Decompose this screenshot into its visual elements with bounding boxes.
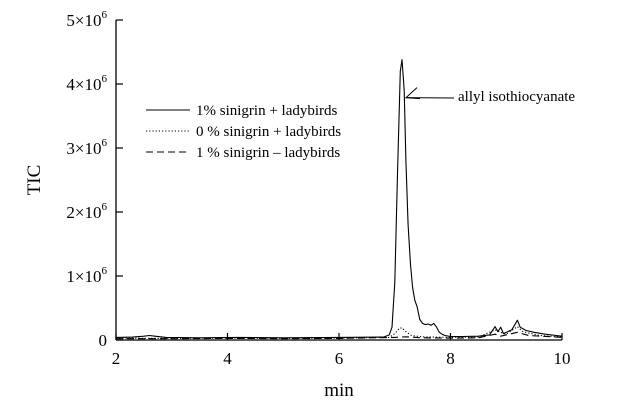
chart-series: [115, 59, 563, 340]
y-tick-label: 0: [99, 331, 108, 350]
x-axis-title: min: [324, 380, 354, 401]
chart-axes: [115, 20, 562, 341]
y-axis-title: TIC: [24, 165, 45, 196]
chart-legend: 1% sinigrin + ladybirds 0 % sinigrin + la…: [146, 103, 341, 161]
annotation-arrow-head: [404, 87, 421, 100]
y-axis-ticks: 0 1×106 2×106 3×106 4×106 5×106: [66, 9, 123, 350]
legend-label-3: 1 % sinigrin – ladybirds: [196, 145, 340, 161]
x-tick-label: 4: [223, 349, 232, 368]
series-line-2: [115, 326, 563, 339]
series-line-3: [116, 331, 563, 340]
legend-label-1: 1% sinigrin + ladybirds: [196, 103, 338, 119]
x-tick-label: 8: [446, 349, 455, 368]
y-tick-label: 5×106: [66, 9, 107, 30]
y-tick-label: 4×106: [66, 73, 107, 94]
legend-label-2: 0 % sinigrin + ladybirds: [196, 124, 341, 140]
annotation-text: allyl isothiocyanate: [458, 89, 575, 105]
y-tick-label: 2×106: [66, 201, 107, 222]
chart-annotations: allyl isothiocyanate: [404, 87, 575, 105]
y-tick-label: 3×106: [66, 137, 107, 158]
x-tick-label: 10: [554, 349, 571, 368]
x-tick-label: 2: [112, 349, 121, 368]
y-tick-label: 1×106: [66, 265, 107, 286]
x-tick-label: 6: [335, 349, 344, 368]
series-line-1: [115, 59, 563, 339]
